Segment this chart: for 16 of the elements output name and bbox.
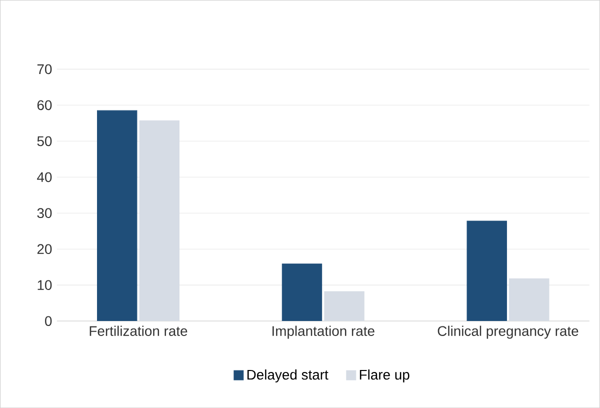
y-tick-label: 40 [37, 172, 52, 182]
bar [139, 120, 180, 321]
y-tick-label: 60 [37, 100, 52, 110]
x-tick-label: Clinical pregnancy rate [438, 326, 578, 339]
legend-label: Delayed start [247, 369, 328, 382]
y-tick-label: 30 [37, 208, 52, 218]
x-tick-label: Implantation rate [272, 326, 374, 339]
y-tick-label: 0 [45, 316, 52, 326]
bar [324, 291, 364, 321]
legend-label: Flare up [360, 369, 410, 382]
y-tick-label: 70 [37, 64, 52, 74]
x-tick-label: Fertilization rate [90, 326, 188, 336]
y-tick-label: 50 [37, 136, 52, 146]
y-tick-label: 20 [37, 244, 52, 254]
y-tick-label: 10 [38, 280, 52, 290]
bar [509, 278, 550, 321]
